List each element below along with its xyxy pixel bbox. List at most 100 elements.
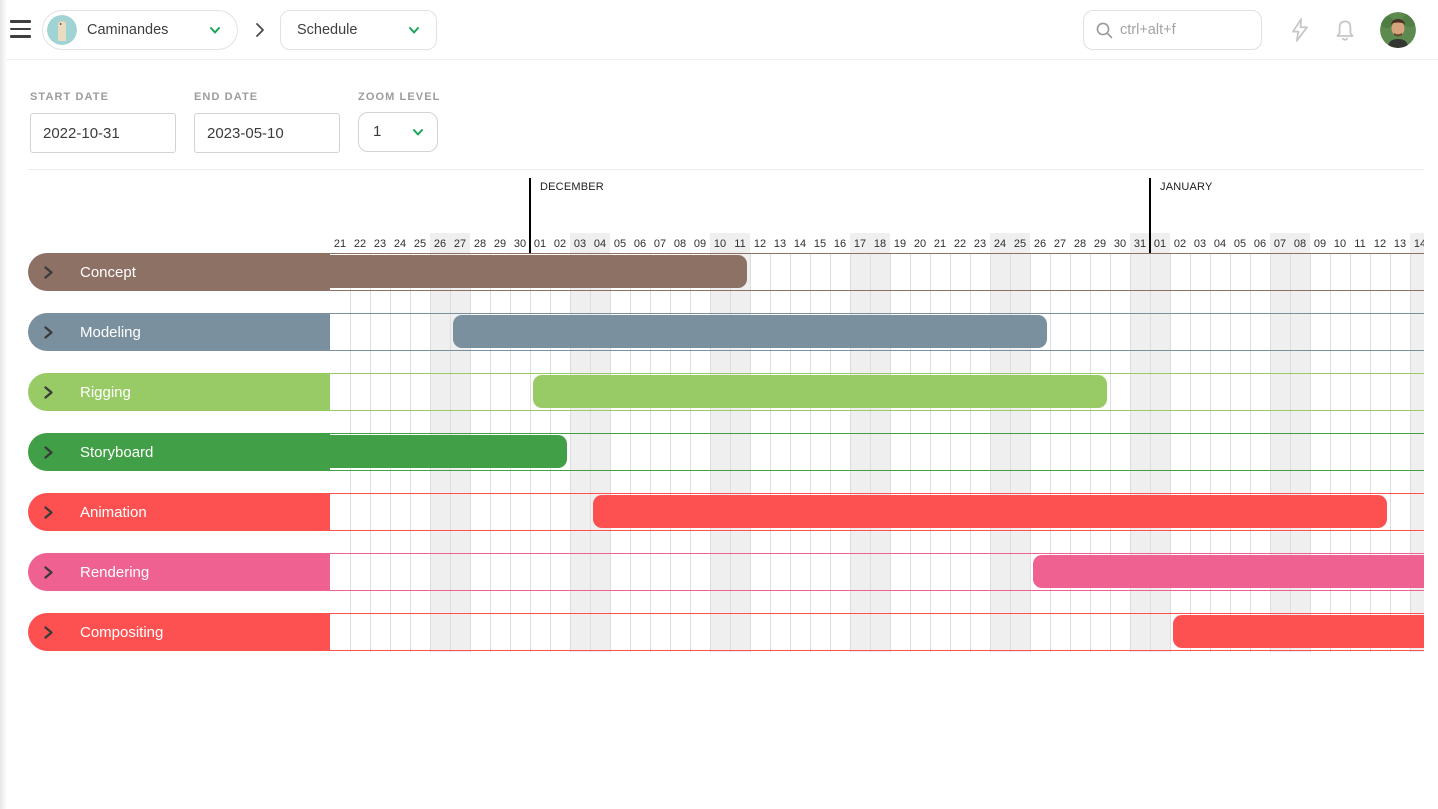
search-input[interactable]: [1120, 12, 1258, 48]
end-date-input[interactable]: [194, 113, 340, 153]
day-gridline: [1270, 253, 1271, 652]
day-gridline: [650, 253, 651, 652]
chevron-down-icon: [409, 27, 419, 34]
day-label: 01: [533, 238, 547, 250]
day-label: 12: [1373, 238, 1387, 250]
day-gridline: [970, 253, 971, 652]
day-label: 27: [1053, 238, 1067, 250]
zoom-level-select[interactable]: 1: [358, 112, 438, 152]
chevron-right-icon: [44, 266, 53, 279]
day-gridline: [1190, 253, 1191, 652]
day-gridline: [770, 253, 771, 652]
day-label: 21: [933, 238, 947, 250]
row-band: [330, 313, 1424, 351]
day-gridline: [1370, 253, 1371, 652]
day-gridline: [1170, 253, 1171, 652]
day-gridline: [850, 253, 851, 652]
row-label[interactable]: Concept: [28, 253, 330, 291]
start-date-input[interactable]: [30, 113, 176, 153]
row-label-text: Modeling: [80, 323, 141, 341]
day-label: 11: [1354, 238, 1366, 250]
day-label: 18: [873, 238, 887, 250]
day-gridline: [1010, 253, 1011, 652]
day-gridline: [1290, 253, 1291, 652]
gantt-labels: Concept Modeling Rigging Storyboard Animatio…: [28, 178, 330, 660]
day-gridline: [1310, 253, 1311, 652]
day-gridline: [1210, 253, 1211, 652]
breadcrumb-chevron-icon: [256, 23, 264, 37]
day-gridline: [730, 253, 731, 652]
day-gridline: [610, 253, 611, 652]
row-label[interactable]: Modeling: [28, 313, 330, 351]
day-label: 22: [353, 238, 367, 250]
day-label: 29: [1093, 238, 1107, 250]
page-name: Schedule: [297, 22, 358, 38]
gantt-bar[interactable]: [330, 255, 747, 288]
day-label: 13: [773, 238, 787, 250]
day-label: 24: [993, 238, 1007, 250]
row-band: [330, 493, 1424, 531]
day-label: 15: [813, 238, 827, 250]
row-label[interactable]: Storyboard: [28, 433, 330, 471]
day-label: 16: [833, 238, 847, 250]
user-avatar[interactable]: [1380, 12, 1416, 48]
day-gridline: [1350, 253, 1351, 652]
weekend-column: [1410, 233, 1424, 652]
gantt-bar[interactable]: [1033, 555, 1424, 588]
chevron-right-icon: [44, 326, 53, 339]
section-divider: [28, 169, 1424, 170]
weekend-column: [1270, 233, 1290, 652]
lightning-icon[interactable]: [1287, 17, 1313, 43]
row-band: [330, 613, 1424, 651]
left-edge-strip: [0, 0, 6, 809]
app-header: Caminandes Schedule: [0, 0, 1438, 60]
day-gridline: [1070, 253, 1071, 652]
row-label[interactable]: Rigging: [28, 373, 330, 411]
day-label: 26: [1033, 238, 1047, 250]
day-gridline: [890, 253, 891, 652]
end-date-label: END DATE: [194, 91, 259, 103]
gantt-bar[interactable]: [533, 375, 1107, 408]
day-label: 11: [734, 238, 746, 250]
gantt-bar[interactable]: [593, 495, 1387, 528]
menu-icon[interactable]: [10, 20, 32, 40]
row-label[interactable]: Animation: [28, 493, 330, 531]
project-selector[interactable]: Caminandes: [42, 10, 238, 50]
gantt-timeline: 21 22 23 24 25 26 27 28 29 30 01 02 03 04 05 06 07 08 09 10…: [330, 178, 1424, 660]
gantt-bar[interactable]: [330, 435, 567, 468]
gantt-bar[interactable]: [1173, 615, 1424, 648]
day-gridline: [1030, 253, 1031, 652]
day-gridline: [830, 253, 831, 652]
day-label: 06: [633, 238, 647, 250]
day-label: 13: [1393, 238, 1407, 250]
chevron-down-icon: [413, 129, 423, 136]
day-gridline: [1130, 253, 1131, 652]
gantt-chart: Concept Modeling Rigging Storyboard Animatio…: [28, 178, 1424, 660]
row-label-text: Rigging: [80, 383, 131, 401]
day-gridline: [670, 253, 671, 652]
month-separator: [1149, 178, 1151, 254]
day-label: 25: [413, 238, 427, 250]
chevron-right-icon: [44, 386, 53, 399]
day-label: 04: [593, 238, 607, 250]
project-avatar: [47, 15, 77, 45]
row-band: [330, 253, 1424, 291]
chevron-down-icon: [210, 27, 220, 34]
row-label[interactable]: Rendering: [28, 553, 330, 591]
day-gridline: [1230, 253, 1231, 652]
row-label[interactable]: Compositing: [28, 613, 330, 651]
page-selector[interactable]: Schedule: [280, 10, 437, 50]
day-label: 23: [373, 238, 387, 250]
search-icon: [1096, 22, 1113, 39]
gantt-bar[interactable]: [453, 315, 1047, 348]
day-gridline: [1410, 253, 1411, 652]
day-label: 12: [753, 238, 767, 250]
day-label: 10: [1333, 238, 1347, 250]
bell-icon[interactable]: [1332, 17, 1358, 43]
row-label-text: Concept: [80, 263, 136, 281]
row-label-text: Storyboard: [80, 443, 154, 461]
weekend-column: [1290, 233, 1310, 652]
day-gridline: [790, 253, 791, 652]
day-label: 28: [1073, 238, 1087, 250]
day-label: 23: [973, 238, 987, 250]
